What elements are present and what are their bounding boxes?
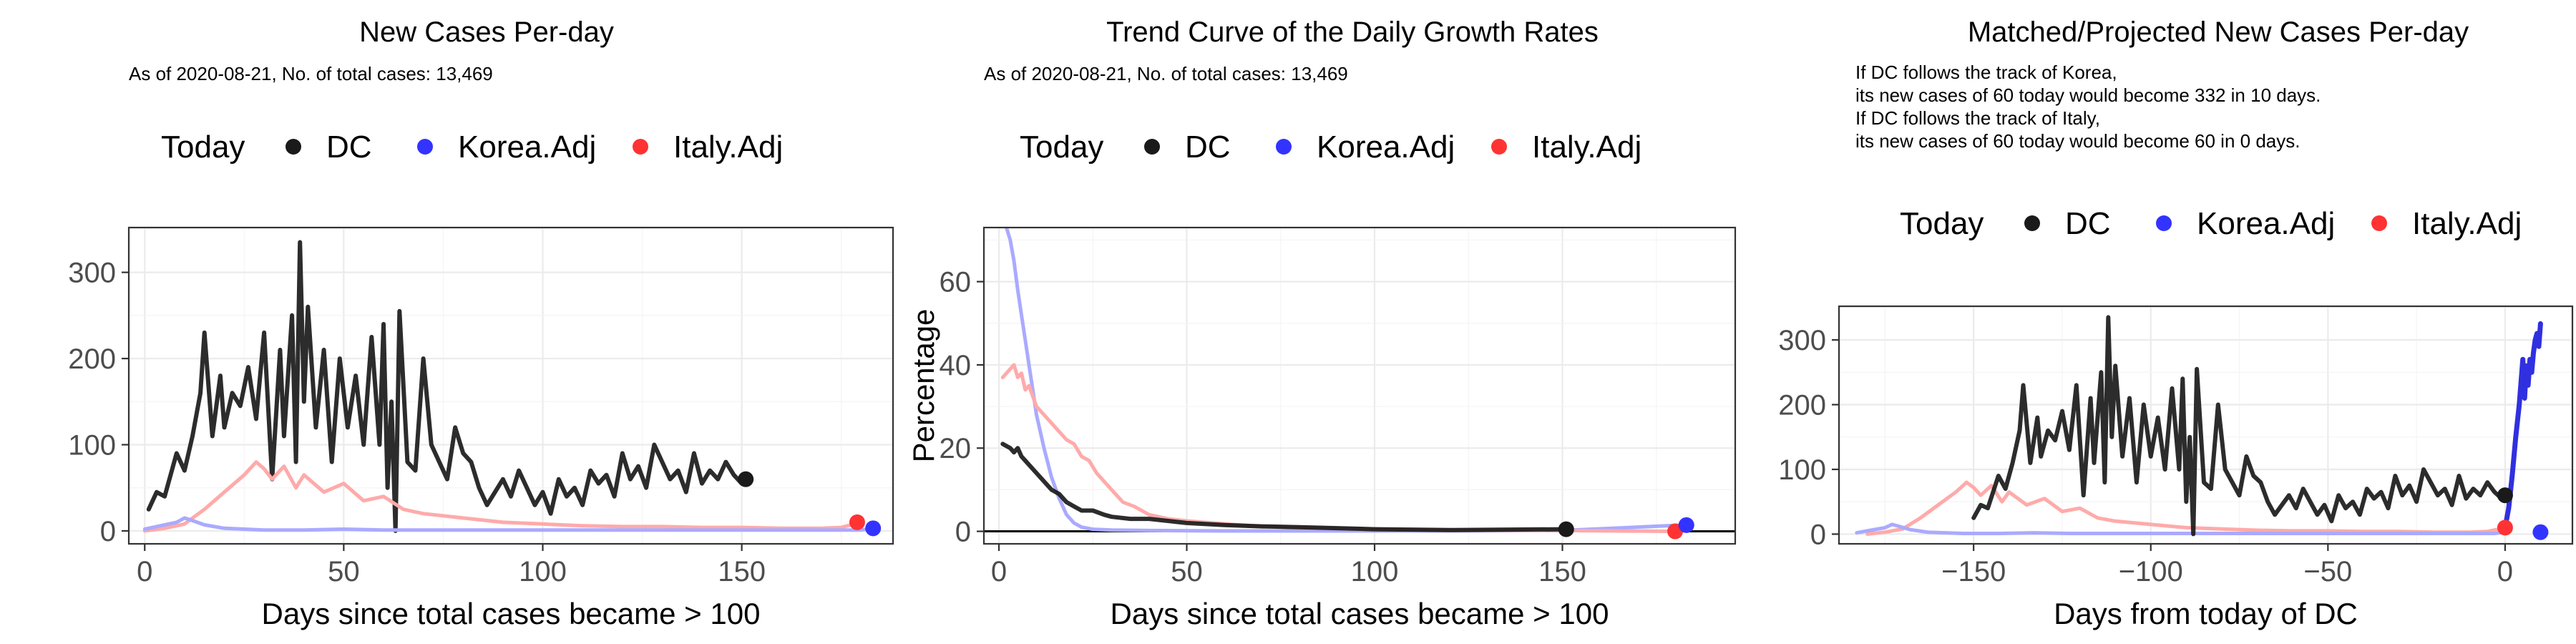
series-line-korea-adj <box>1005 228 1684 533</box>
x-tick-label: 150 <box>718 556 766 587</box>
legend-marker-dc <box>1144 139 1160 155</box>
plot-frame <box>127 226 894 545</box>
series-group <box>1000 228 1684 534</box>
today-point-korea-adj <box>1678 517 1694 533</box>
y-axis-label: Percentage <box>907 309 940 463</box>
chart-subtitle-line: If DC follows the track of Korea, <box>1855 62 2117 83</box>
legend-title: Today <box>1020 130 1103 165</box>
today-point-dc <box>2497 487 2513 504</box>
legend-label-dc: DC <box>326 130 372 165</box>
series-line-italy-adj <box>142 460 863 533</box>
legend-marker-korea-adj <box>2156 215 2172 231</box>
x-axis-label: Days from today of DC <box>2054 597 2358 630</box>
plot-area <box>984 228 1735 544</box>
y-tick-label: 200 <box>68 343 116 375</box>
projected-cases-panel: Matched/Projected New Cases Per-day If DC… <box>1778 16 2574 630</box>
legend: Today DC Korea.Adj Italy.Adj <box>1020 130 1641 165</box>
legend-marker-dc <box>286 139 301 155</box>
chart-subtitle-line: If DC follows the track of Italy, <box>1855 107 2100 129</box>
legend-title: Today <box>1900 206 1984 241</box>
chart-title: Trend Curve of the Daily Growth Rates <box>1106 16 1599 48</box>
chart-subtitle-line: As of 2020-08-21, No. of total cases: 13… <box>984 63 1348 84</box>
legend-label-italy-adj: Italy.Adj <box>1532 130 1641 165</box>
y-tick-label: 60 <box>940 267 972 298</box>
legend-marker-italy-adj <box>2371 215 2387 231</box>
plot-frame <box>1838 305 2574 545</box>
legend-marker-korea-adj <box>1276 139 1292 155</box>
legend-marker-italy-adj <box>1491 139 1507 155</box>
chart-title: Matched/Projected New Cases Per-day <box>1968 16 2469 48</box>
series-line-korea-adj <box>1855 522 2507 535</box>
chart-subtitle-line: its new cases of 60 today would become 3… <box>1855 84 2321 106</box>
legend-marker-korea-adj <box>417 139 433 155</box>
x-tick-label: 0 <box>991 556 1007 587</box>
y-tick-label: 200 <box>1778 390 1826 421</box>
x-tick-label: 100 <box>1351 556 1399 587</box>
legend-label-korea-adj: Korea.Adj <box>1317 130 1455 165</box>
x-tick-label: 0 <box>137 556 152 587</box>
new-cases-panel: New Cases Per-day As of 2020-08-21, No. o… <box>68 16 894 630</box>
legend-marker-italy-adj <box>633 139 648 155</box>
x-tick-label: −50 <box>2303 556 2352 587</box>
y-tick-label: 0 <box>955 517 971 548</box>
y-tick-label: 100 <box>1778 454 1826 486</box>
legend-label-korea-adj: Korea.Adj <box>2197 206 2335 241</box>
series-group <box>1855 315 2543 537</box>
y-tick-label: 40 <box>940 350 972 381</box>
y-tick-label: 300 <box>68 258 116 289</box>
x-tick-label: −100 <box>2119 556 2183 587</box>
today-point-italy-adj <box>849 514 865 530</box>
today-point-italy-adj <box>2497 519 2513 536</box>
today-point-dc <box>1558 521 1574 537</box>
growth-rate-panel: Trend Curve of the Daily Growth Rates As … <box>907 16 1737 630</box>
x-tick-label: 50 <box>328 556 360 587</box>
series-line-korea-adj-projected <box>2502 321 2543 530</box>
legend-marker-dc <box>2024 215 2040 231</box>
y-tick-label: 20 <box>940 433 972 464</box>
chart-subtitle-line: its new cases of 60 today would become 6… <box>1855 130 2300 152</box>
x-tick-label: 0 <box>2497 556 2513 587</box>
series-line-dc <box>1000 441 1568 532</box>
legend-title: Today <box>161 130 245 165</box>
x-tick-label: 100 <box>519 556 567 587</box>
x-axis-label: Days since total cases became > 100 <box>1111 597 1609 630</box>
series-line-korea-adj <box>142 516 875 532</box>
chart-title: New Cases Per-day <box>359 16 614 48</box>
today-point-korea-adj <box>865 520 882 537</box>
legend-label-italy-adj: Italy.Adj <box>673 130 783 165</box>
series-line-italy-adj <box>1865 480 2507 536</box>
legend-label-dc: DC <box>2065 206 2111 241</box>
series-group <box>142 240 875 533</box>
x-axis-label: Days since total cases became > 100 <box>262 597 761 630</box>
y-tick-label: 0 <box>1810 519 1826 550</box>
chart-subtitle-line: As of 2020-08-21, No. of total cases: 13… <box>129 63 493 84</box>
today-point-korea-adj <box>2532 524 2549 540</box>
y-tick-label: 100 <box>68 429 116 461</box>
plot-frame <box>982 226 1737 545</box>
legend: Today DC Korea.Adj Italy.Adj <box>161 130 783 165</box>
legend: Today DC Korea.Adj Italy.Adj <box>1900 206 2522 241</box>
legend-label-italy-adj: Italy.Adj <box>2412 206 2522 241</box>
y-tick-label: 0 <box>100 516 116 547</box>
legend-label-korea-adj: Korea.Adj <box>458 130 596 165</box>
today-point-dc <box>738 471 754 487</box>
series-line-dc <box>1971 315 2507 537</box>
plot-area <box>1839 306 2572 544</box>
legend-label-dc: DC <box>1185 130 1231 165</box>
x-tick-label: −150 <box>1941 556 2006 587</box>
x-tick-label: 150 <box>1538 556 1586 587</box>
y-tick-label: 300 <box>1778 325 1826 356</box>
series-line-dc <box>146 240 748 533</box>
x-tick-label: 50 <box>1171 556 1203 587</box>
